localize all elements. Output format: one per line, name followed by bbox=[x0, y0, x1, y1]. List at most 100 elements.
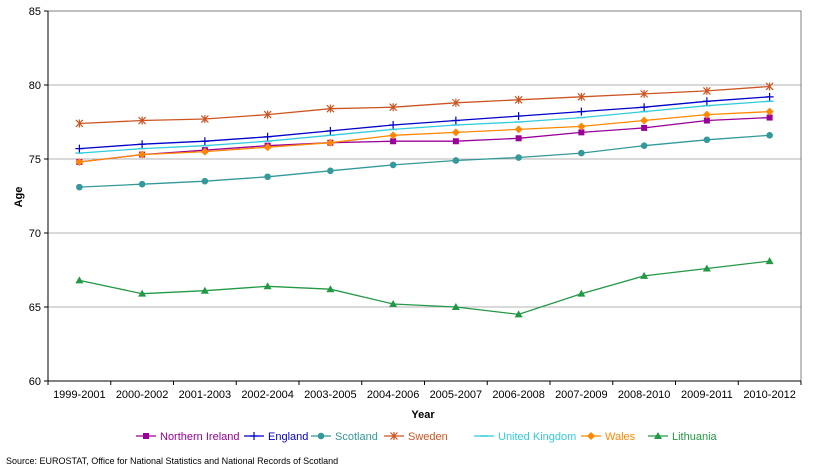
series-line-sweden bbox=[79, 85, 770, 125]
legend-item-wales: Wales bbox=[581, 431, 636, 443]
x-tick-label: 1999-2001 bbox=[53, 389, 106, 401]
series-scotland bbox=[76, 132, 773, 191]
x-tick-label: 2002-2004 bbox=[241, 389, 294, 401]
source-note: Source: EUROSTAT, Office for National St… bbox=[6, 456, 339, 466]
legend-label: Scotland bbox=[335, 431, 378, 443]
legend-marker bbox=[250, 432, 258, 440]
data-point-wales bbox=[640, 116, 649, 125]
data-point-wales bbox=[514, 125, 523, 134]
data-point-sweden bbox=[389, 103, 398, 112]
data-point-sweden bbox=[765, 82, 774, 91]
data-point-scotland bbox=[703, 136, 711, 144]
data-point-england bbox=[640, 103, 649, 112]
data-point-lithuania bbox=[138, 289, 147, 297]
y-tick-label: 60 bbox=[29, 376, 41, 388]
data-point-scotland bbox=[264, 173, 271, 181]
data-point-wales bbox=[389, 131, 398, 140]
data-point-lithuania bbox=[200, 286, 209, 294]
data-point-lithuania bbox=[263, 282, 272, 290]
data-point-england bbox=[451, 116, 460, 125]
data-point-northern-ireland bbox=[515, 135, 522, 142]
data-point-scotland bbox=[578, 149, 585, 157]
data-point-sweden bbox=[263, 110, 272, 119]
data-point-scotland bbox=[327, 167, 334, 175]
x-tick-label: 2009-2011 bbox=[681, 389, 733, 401]
legend: Northern Ireland England Scotland Sweden Uni… bbox=[136, 431, 718, 443]
data-point-england bbox=[765, 92, 774, 101]
data-point-sweden bbox=[75, 119, 84, 128]
data-point-wales bbox=[263, 143, 272, 152]
data-point-lithuania bbox=[577, 289, 586, 297]
y-tick-label: 75 bbox=[29, 154, 41, 166]
data-point-lithuania bbox=[389, 300, 398, 308]
data-point-england bbox=[702, 97, 711, 106]
data-point-scotland bbox=[76, 183, 83, 191]
data-point-sweden bbox=[138, 116, 147, 125]
data-point-wales bbox=[138, 150, 147, 159]
data-point-lithuania bbox=[75, 276, 84, 284]
data-point-wales bbox=[451, 128, 460, 137]
data-point-wales bbox=[577, 122, 586, 131]
data-point-england bbox=[389, 120, 398, 129]
series-lithuania bbox=[75, 257, 774, 318]
legend-item-sweden: Sweden bbox=[384, 431, 448, 443]
data-point-lithuania bbox=[451, 303, 460, 310]
legend-item-northern-ireland: Northern Ireland bbox=[136, 431, 240, 443]
data-point-england bbox=[75, 144, 84, 153]
data-point-sweden bbox=[514, 95, 523, 104]
x-tick-label: 2005-2007 bbox=[430, 389, 483, 401]
data-point-northern-ireland bbox=[452, 138, 459, 145]
data-point-scotland bbox=[640, 142, 648, 149]
x-axis-ticks: 1999-2001 2000-2002 2001-2003 2002-2004 2003… bbox=[47, 381, 802, 401]
data-point-england bbox=[200, 137, 209, 146]
data-point-northern-ireland bbox=[703, 117, 710, 124]
data-point-scotland bbox=[138, 180, 146, 188]
data-point-lithuania bbox=[326, 285, 335, 293]
y-tick-label: 80 bbox=[29, 80, 41, 92]
x-tick-label: 2001-2003 bbox=[179, 389, 232, 401]
data-point-sweden bbox=[577, 92, 586, 101]
x-tick-label: 2000-2002 bbox=[116, 389, 169, 401]
x-tick-label: 2010-2012 bbox=[743, 389, 796, 401]
series-sweden bbox=[75, 82, 774, 128]
data-point-scotland bbox=[452, 157, 460, 164]
data-point-scotland bbox=[389, 161, 397, 169]
legend-marker bbox=[317, 432, 325, 440]
legend-marker bbox=[390, 432, 398, 440]
x-axis-title: Year bbox=[411, 409, 435, 421]
legend-marker bbox=[143, 433, 149, 439]
data-point-england bbox=[138, 140, 147, 149]
series-line-northern-ireland bbox=[79, 116, 770, 163]
data-point-wales bbox=[75, 157, 84, 166]
y-tick-label: 70 bbox=[29, 228, 41, 240]
series-line-england bbox=[79, 96, 770, 150]
data-point-wales bbox=[765, 107, 774, 116]
series-line-scotland bbox=[79, 134, 770, 188]
data-point-lithuania bbox=[514, 310, 523, 318]
data-point-wales bbox=[702, 110, 711, 119]
legend-label: England bbox=[268, 431, 308, 443]
legend-item-lithuania: Lithuania bbox=[648, 431, 718, 443]
legend-marker bbox=[587, 432, 595, 440]
x-tick-label: 2004-2006 bbox=[367, 389, 420, 401]
data-point-scotland bbox=[201, 177, 209, 185]
y-axis-title: Age bbox=[13, 187, 25, 208]
series-england bbox=[75, 92, 774, 153]
legend-label: Sweden bbox=[408, 431, 448, 443]
y-tick-label: 65 bbox=[29, 302, 41, 314]
plot-area-border bbox=[47, 10, 802, 382]
data-point-england bbox=[326, 126, 335, 135]
legend-label: Lithuania bbox=[672, 431, 718, 443]
data-series bbox=[75, 82, 774, 318]
y-tick-label: 85 bbox=[29, 6, 41, 18]
data-point-northern-ireland bbox=[578, 129, 585, 136]
legend-marker bbox=[654, 432, 662, 439]
data-point-lithuania bbox=[702, 264, 711, 272]
series-wales bbox=[75, 107, 774, 166]
legend-item-england: England bbox=[244, 431, 308, 443]
legend-label: Wales bbox=[605, 431, 636, 443]
data-point-northern-ireland bbox=[641, 124, 648, 131]
series-line-lithuania bbox=[79, 260, 770, 316]
series-united-kingdom bbox=[75, 100, 774, 154]
data-point-sweden bbox=[326, 104, 335, 113]
